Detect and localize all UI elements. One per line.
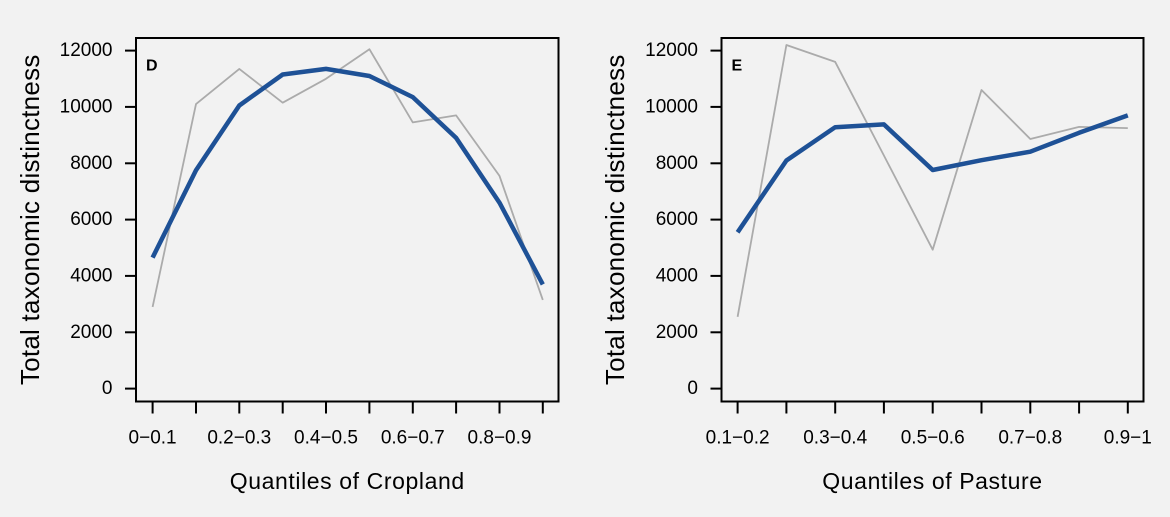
svg-text:6000: 6000 (70, 209, 112, 230)
svg-text:Total taxonomic distinctness: Total taxonomic distinctness (15, 54, 45, 385)
svg-text:0: 0 (102, 378, 113, 399)
svg-text:Quantiles of Pasture: Quantiles of Pasture (822, 468, 1042, 494)
svg-text:0−0.1: 0−0.1 (129, 428, 177, 449)
svg-text:Total taxonomic distinctness: Total taxonomic distinctness (600, 54, 630, 385)
svg-text:0.4−0.5: 0.4−0.5 (294, 428, 358, 449)
svg-text:4000: 4000 (70, 265, 112, 286)
svg-text:0.2−0.3: 0.2−0.3 (207, 428, 271, 449)
svg-text:2000: 2000 (70, 322, 112, 343)
svg-text:10000: 10000 (645, 96, 698, 117)
svg-text:0.3−0.4: 0.3−0.4 (803, 428, 867, 449)
svg-text:0: 0 (687, 378, 698, 399)
svg-text:E: E (732, 57, 743, 74)
svg-text:Quantiles of Cropland: Quantiles of Cropland (230, 468, 465, 494)
svg-text:0.7−0.8: 0.7−0.8 (998, 428, 1062, 449)
svg-text:8000: 8000 (656, 153, 698, 174)
svg-text:0.8−0.9: 0.8−0.9 (468, 428, 532, 449)
svg-text:0.5−0.6: 0.5−0.6 (901, 428, 965, 449)
svg-text:D: D (146, 57, 158, 74)
svg-text:0.9−1: 0.9−1 (1104, 428, 1152, 449)
svg-text:0.6−0.7: 0.6−0.7 (381, 428, 445, 449)
svg-text:8000: 8000 (70, 153, 112, 174)
svg-text:2000: 2000 (656, 322, 698, 343)
svg-text:12000: 12000 (645, 40, 698, 61)
svg-text:6000: 6000 (656, 209, 698, 230)
svg-text:4000: 4000 (656, 265, 698, 286)
svg-text:0.1−0.2: 0.1−0.2 (706, 428, 770, 449)
svg-text:10000: 10000 (60, 96, 113, 117)
svg-text:12000: 12000 (60, 40, 113, 61)
